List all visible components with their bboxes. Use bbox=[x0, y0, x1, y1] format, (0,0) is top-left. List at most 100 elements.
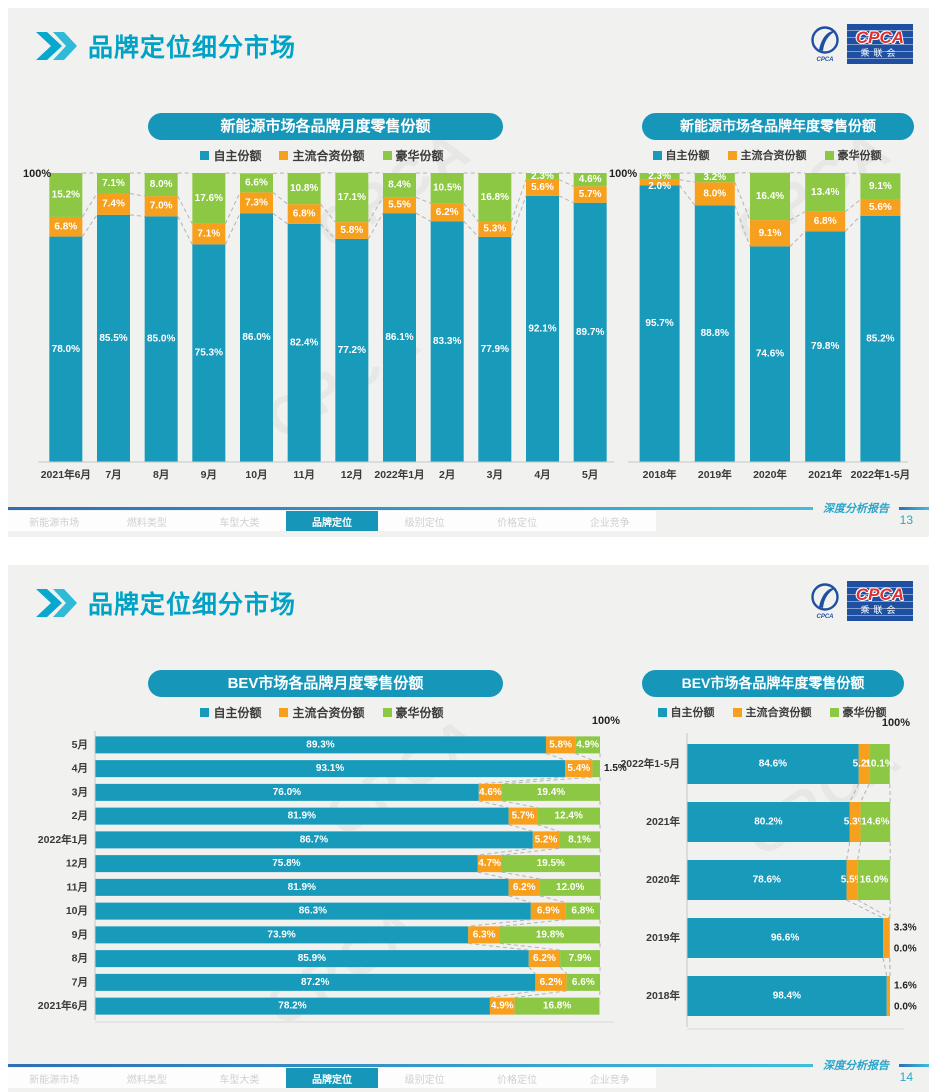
svg-text:87.2%: 87.2% bbox=[301, 977, 329, 988]
legend-swatch-icon bbox=[652, 150, 662, 160]
cpca-logo: CPCA CPCA 乘联会 bbox=[807, 24, 913, 64]
nav-tab-3[interactable]: 品牌定位 bbox=[285, 1068, 379, 1088]
svg-text:4月: 4月 bbox=[72, 763, 88, 775]
footer-rule: 深度分析报告 bbox=[8, 500, 929, 516]
cpca-logo: CPCA CPCA 乘联会 bbox=[807, 581, 913, 621]
svg-text:10.1%: 10.1% bbox=[865, 759, 893, 770]
nav-tab-3[interactable]: 品牌定位 bbox=[285, 511, 379, 531]
svg-text:7.0%: 7.0% bbox=[150, 201, 173, 212]
svg-text:5.3%: 5.3% bbox=[483, 224, 506, 235]
cpca-emblem-label: CPCA bbox=[816, 57, 834, 63]
svg-text:5.6%: 5.6% bbox=[531, 182, 554, 193]
svg-text:6.8%: 6.8% bbox=[571, 906, 594, 917]
nav-tab-6[interactable]: 企业竞争 bbox=[589, 1074, 630, 1086]
svg-text:4.6%: 4.6% bbox=[479, 787, 502, 798]
svg-text:2022年1月: 2022年1月 bbox=[374, 468, 424, 481]
legend-item: 主流合资份额 bbox=[279, 704, 365, 721]
svg-text:6.8%: 6.8% bbox=[54, 221, 77, 232]
cpca-emblem-icon: CPCA bbox=[807, 25, 843, 63]
svg-text:9.1%: 9.1% bbox=[759, 228, 782, 239]
legend-item: 豪华份额 bbox=[824, 147, 882, 163]
legend-item: 自主份额 bbox=[200, 147, 261, 164]
footer-rule-line-short bbox=[899, 506, 929, 510]
nav-tab-2[interactable]: 车型大类 bbox=[219, 1074, 260, 1086]
svg-text:95.7%: 95.7% bbox=[645, 318, 673, 329]
page-title: 品牌定位细分市场 bbox=[88, 591, 297, 619]
svg-text:2019年: 2019年 bbox=[698, 468, 732, 481]
svg-text:6.8%: 6.8% bbox=[293, 209, 316, 220]
svg-text:3.3%: 3.3% bbox=[894, 923, 917, 934]
svg-text:3月: 3月 bbox=[72, 786, 88, 798]
chart-plot: 84.6% 5.2%10.1% 2022年1-5月 80.2% 5.3%14.6% 202… bbox=[620, 717, 917, 1030]
svg-text:86.0%: 86.0% bbox=[242, 332, 270, 343]
svg-text:92.1%: 92.1% bbox=[528, 323, 556, 334]
nav-tab-4[interactable]: 级别定位 bbox=[404, 1074, 445, 1086]
svg-text:0.0%: 0.0% bbox=[894, 1002, 917, 1013]
chart-nev-yearly: 新能源市场各品牌年度零售份额 自主份额 主流合资份额 豪华份额 2.3% 2.0% 95.7… bbox=[608, 103, 926, 495]
svg-text:12.0%: 12.0% bbox=[556, 882, 584, 893]
svg-text:2022年1-5月: 2022年1-5月 bbox=[851, 468, 911, 481]
svg-text:5.8%: 5.8% bbox=[549, 739, 572, 750]
legend-label: 主流合资份额 bbox=[292, 706, 365, 720]
svg-text:7.9%: 7.9% bbox=[569, 953, 592, 964]
svg-text:100%: 100% bbox=[23, 168, 51, 180]
svg-text:86.3%: 86.3% bbox=[299, 906, 327, 917]
svg-text:78.0%: 78.0% bbox=[52, 344, 80, 355]
svg-text:7月: 7月 bbox=[72, 976, 88, 988]
chart-title: 新能源市场各品牌年度零售份额 bbox=[642, 113, 914, 140]
svg-text:5.2%: 5.2% bbox=[535, 834, 558, 845]
svg-text:75.3%: 75.3% bbox=[195, 348, 223, 359]
svg-text:7.3%: 7.3% bbox=[245, 197, 268, 208]
svg-text:78.6%: 78.6% bbox=[753, 875, 781, 886]
svg-text:10.5%: 10.5% bbox=[433, 183, 461, 194]
svg-text:14.6%: 14.6% bbox=[861, 817, 889, 828]
legend-item: 自主份额 bbox=[200, 704, 261, 721]
svg-text:4.7%: 4.7% bbox=[478, 858, 501, 869]
svg-text:8.0%: 8.0% bbox=[703, 188, 726, 199]
chart-title: 新能源市场各品牌月度零售份额 bbox=[148, 113, 503, 140]
legend-swatch-icon bbox=[727, 150, 737, 160]
svg-text:2020年: 2020年 bbox=[753, 468, 787, 481]
nav-tab-1[interactable]: 燃料类型 bbox=[126, 1074, 167, 1086]
svg-text:2021年6月: 2021年6月 bbox=[38, 999, 88, 1012]
svg-text:75.8%: 75.8% bbox=[272, 858, 300, 869]
nav-tab-2[interactable]: 车型大类 bbox=[219, 517, 260, 529]
nav-tab-5[interactable]: 价格定位 bbox=[497, 1074, 538, 1086]
svg-text:1.5%: 1.5% bbox=[604, 763, 627, 774]
svg-text:2022年1-5月: 2022年1-5月 bbox=[620, 757, 680, 770]
svg-text:8.4%: 8.4% bbox=[388, 180, 411, 191]
page-number: 13 bbox=[899, 513, 913, 527]
cpca-emblem-icon: CPCA bbox=[807, 582, 843, 620]
legend-label: 豪华份额 bbox=[395, 149, 444, 163]
logo-org-text: 乘联会 bbox=[860, 48, 900, 58]
chart-plot: 89.3% 5.8% 4.9% 5月 93.1% 5.4% 1.5% 4月 76.0% 4.6% 1… bbox=[38, 715, 627, 1023]
legend-item: 主流合资份额 bbox=[732, 704, 812, 720]
nav-tab-5[interactable]: 价格定位 bbox=[497, 517, 538, 529]
chart-plot: 15.2% 6.8% 78.0% 2021年6月 7.1% 7.4% 85.5% 7月 8.0%… bbox=[23, 168, 614, 481]
svg-text:5.5%: 5.5% bbox=[841, 875, 864, 886]
svg-text:6.2%: 6.2% bbox=[513, 882, 536, 893]
svg-text:10.8%: 10.8% bbox=[290, 183, 318, 194]
svg-text:13.4%: 13.4% bbox=[811, 187, 839, 198]
legend-label: 豪华份额 bbox=[837, 150, 882, 162]
svg-text:10月: 10月 bbox=[245, 469, 267, 481]
nav-tab-1[interactable]: 燃料类型 bbox=[126, 517, 167, 529]
svg-text:0.0%: 0.0% bbox=[894, 944, 917, 955]
svg-text:73.9%: 73.9% bbox=[267, 929, 295, 940]
legend-item: 自主份额 bbox=[657, 704, 715, 720]
report-label: 深度分析报告 bbox=[823, 503, 889, 515]
nav-tab-0[interactable]: 新能源市场 bbox=[29, 517, 80, 529]
svg-text:96.6%: 96.6% bbox=[771, 933, 799, 944]
legend-item: 豪华份额 bbox=[382, 147, 444, 164]
svg-text:4.9%: 4.9% bbox=[491, 1001, 514, 1012]
chart-bev-monthly: BEV市场各品牌月度零售份额 自主份额 主流合资份额 豪华份额 89.3% 5.8% 4.9… bbox=[22, 660, 627, 1052]
nav-tab-6[interactable]: 企业竞争 bbox=[589, 517, 630, 529]
nav-tab-0[interactable]: 新能源市场 bbox=[29, 1074, 80, 1086]
footer-rule-line bbox=[8, 506, 813, 510]
svg-text:8.0%: 8.0% bbox=[150, 179, 173, 190]
svg-text:86.7%: 86.7% bbox=[300, 834, 328, 845]
nav-tab-4[interactable]: 级别定位 bbox=[404, 517, 445, 529]
cpca-logo-box: CPCA 乘联会 bbox=[847, 24, 913, 64]
svg-text:4月: 4月 bbox=[534, 469, 550, 481]
legend-label: 主流合资份额 bbox=[745, 707, 812, 719]
